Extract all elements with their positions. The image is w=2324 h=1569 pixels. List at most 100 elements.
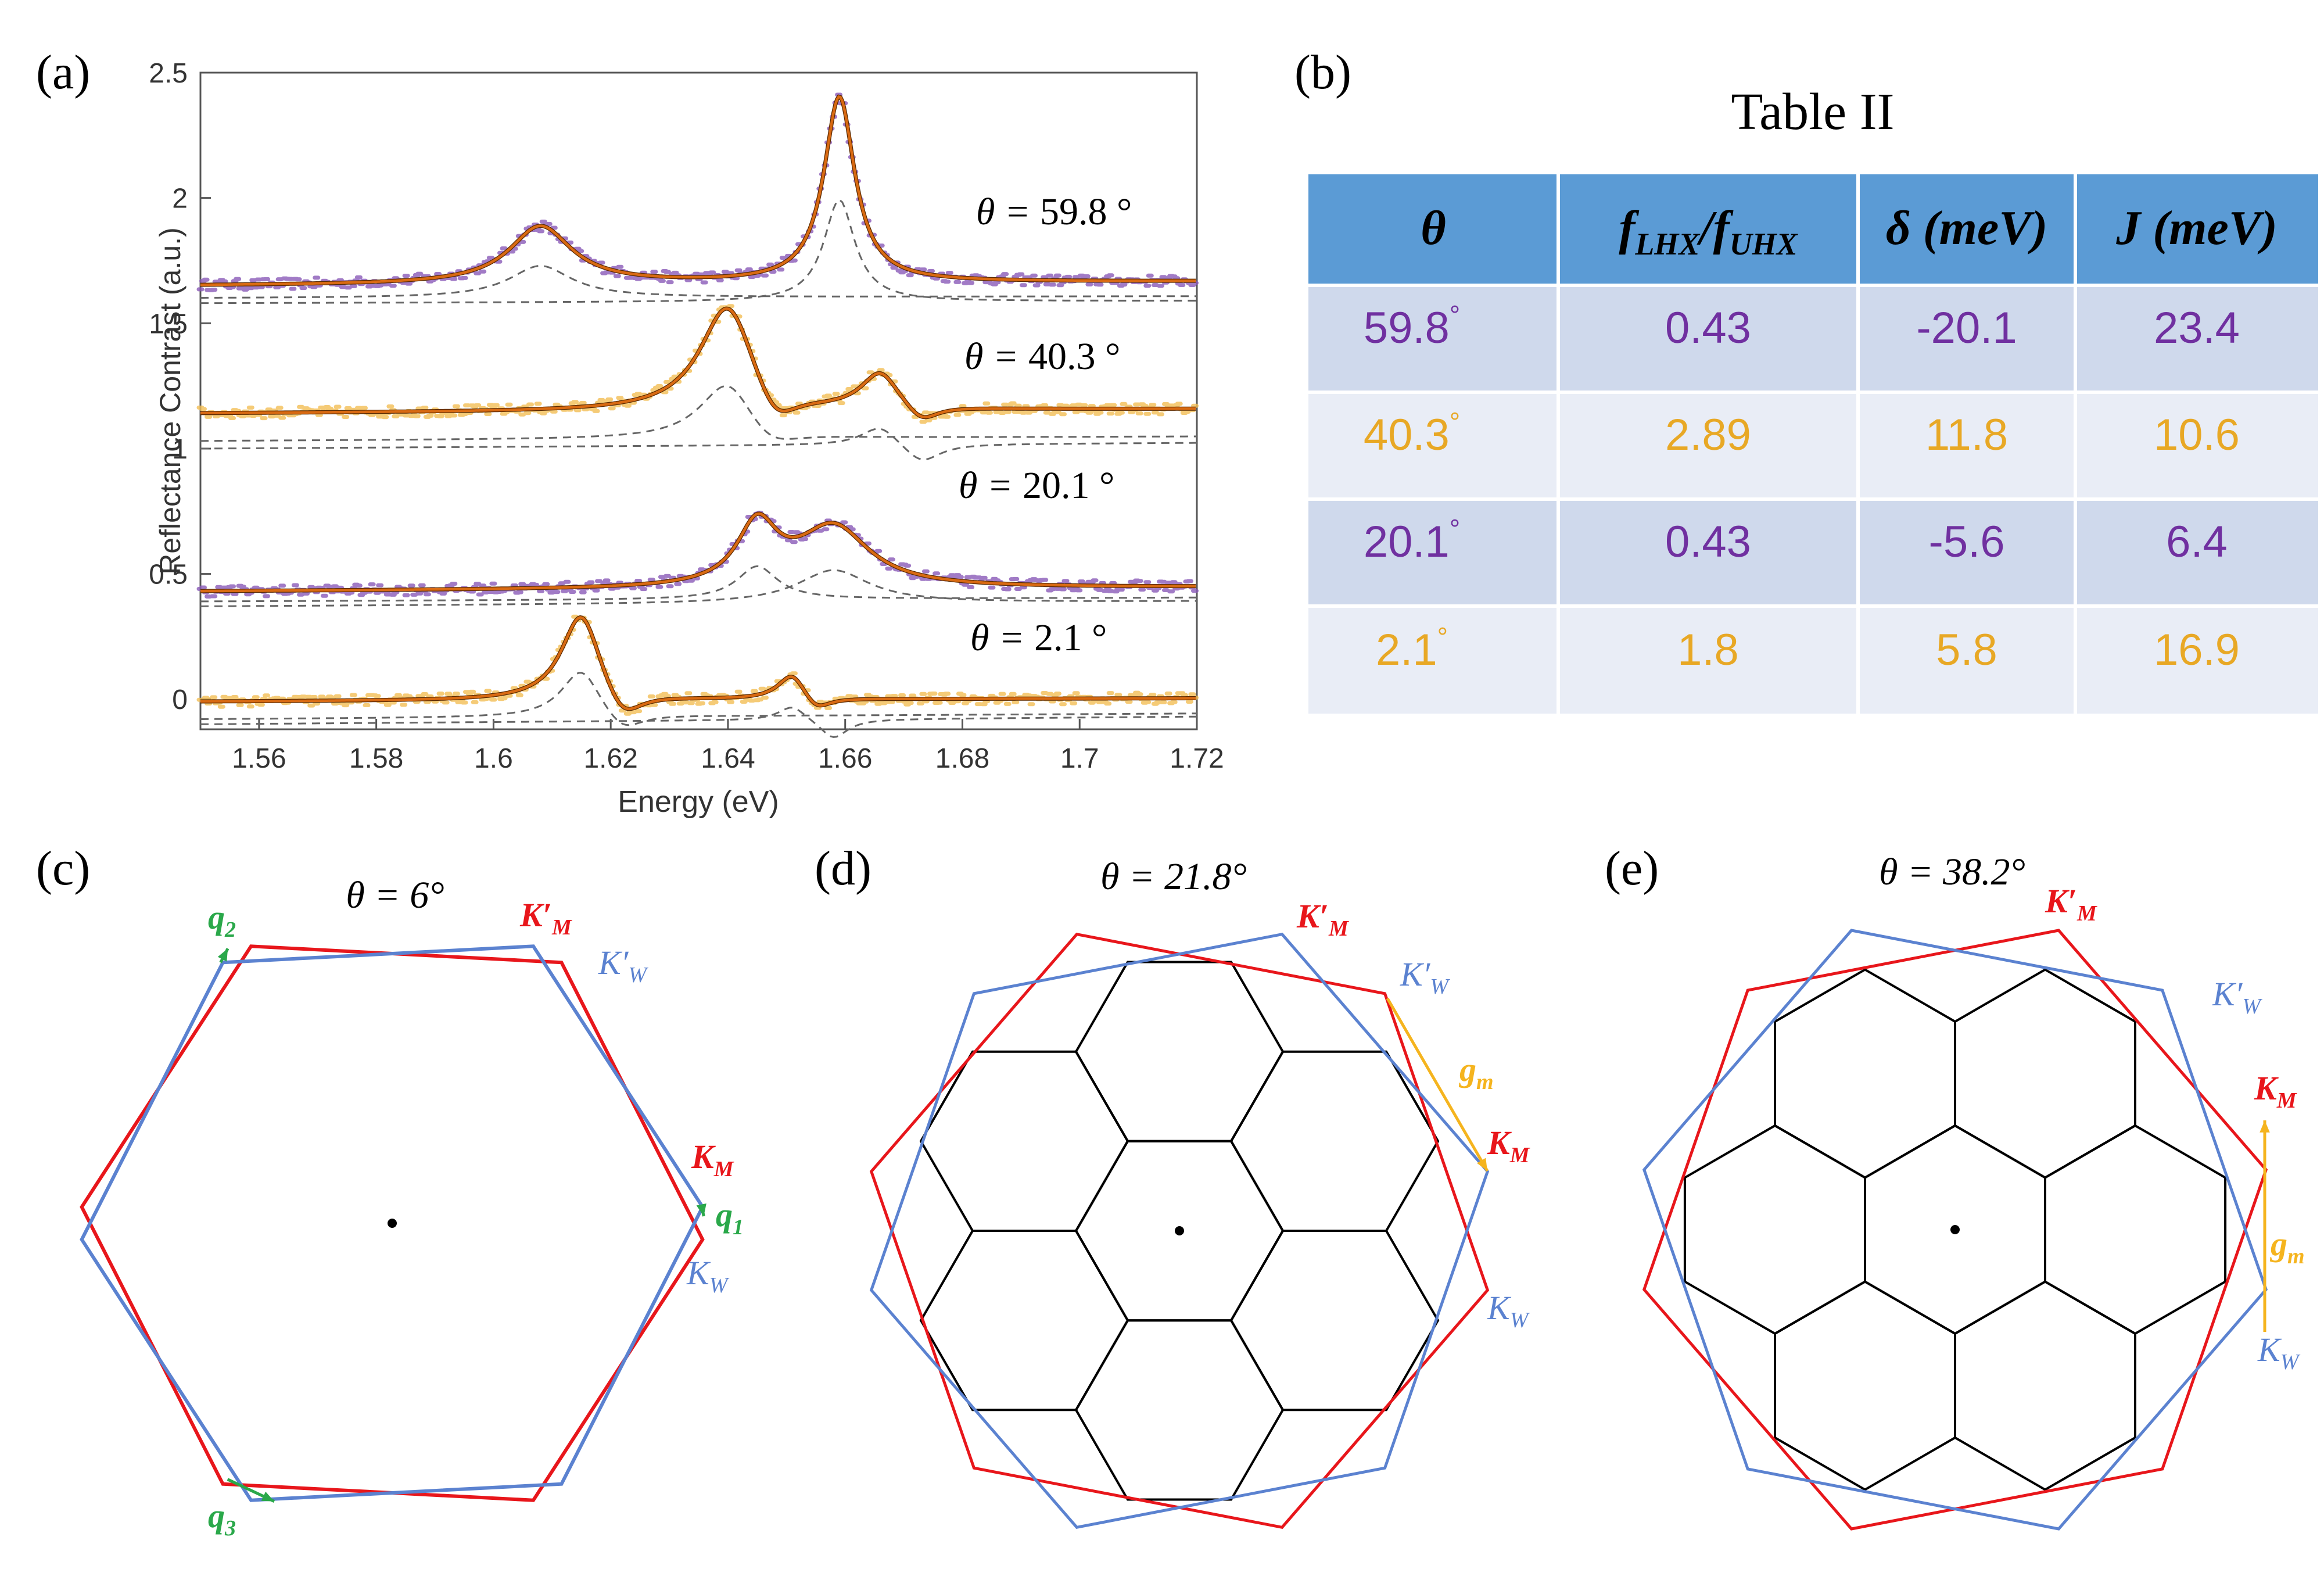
- table-title: Table II: [1731, 83, 1894, 141]
- curve-label-2-1: θ = 2.1 °: [970, 617, 1107, 659]
- label-kmp-e: K′M: [2045, 882, 2097, 926]
- cell-theta: 40.3°: [1364, 407, 1460, 460]
- label-q3: q3: [208, 1497, 236, 1541]
- x-tick-label: 1.6: [474, 743, 513, 774]
- bz-diagram-d: [869, 932, 1490, 1529]
- cell-delta: 5.8: [1936, 625, 1997, 675]
- x-tick-label: 1.58: [349, 743, 403, 774]
- y-tick-label: 2: [172, 184, 188, 214]
- cell-ratio: 2.89: [1665, 410, 1751, 460]
- panel-d-title: θ = 21.8°: [1100, 855, 1247, 898]
- series-3: [196, 510, 1199, 607]
- plot-a-yaxis: 0 0.5 1 1.5 2 2.5: [149, 58, 211, 715]
- series-2: [196, 304, 1199, 461]
- cell-theta: 59.8°: [1364, 300, 1460, 353]
- label-q2: q2: [208, 898, 236, 942]
- x-tick-label: 1.7: [1060, 743, 1099, 774]
- label-q1: q1: [716, 1196, 744, 1240]
- fit-line: [200, 616, 1196, 711]
- q1-arrow: [696, 1203, 706, 1217]
- panel-c-label: (c): [36, 841, 90, 895]
- moire-mini-bz: [1774, 1280, 1956, 1491]
- cell-j: 10.6: [2154, 410, 2240, 460]
- bz-monolayer-m: [869, 932, 1490, 1529]
- cell-theta: 2.1°: [1376, 622, 1448, 675]
- label-kw-e: KW: [2257, 1331, 2301, 1374]
- cell-delta: -5.6: [1929, 517, 2005, 567]
- series-4: [196, 614, 1199, 738]
- series-1: [196, 92, 1199, 305]
- moire-mini-bz: [1954, 1280, 2136, 1491]
- table-row: 59.8° 0.43 -20.1 23.4: [1364, 300, 2240, 353]
- curve-label-20-1: θ = 20.1 °: [959, 464, 1114, 507]
- bz-diagram-c: [80, 944, 706, 1503]
- y-tick-label: 0: [172, 685, 188, 715]
- x-tick-label: 1.64: [701, 743, 755, 774]
- moire-mini-bz: [1074, 961, 1285, 1142]
- label-gm-d: gm: [1458, 1051, 1494, 1094]
- component-guide: [200, 385, 1197, 442]
- cell-delta: -20.1: [1916, 303, 2017, 353]
- table-header: θ fLHX/fUHX δ (meV) J (meV): [1421, 201, 2278, 262]
- component-guide: [200, 428, 1197, 461]
- q2-arrow: [217, 948, 229, 963]
- x-tick-label: 1.62: [583, 743, 637, 774]
- table-row: 40.3° 2.89 11.8 10.6: [1364, 407, 2240, 460]
- label-km-c: KM: [691, 1138, 734, 1181]
- label-kw-c: KW: [686, 1254, 730, 1298]
- cell-delta: 11.8: [1925, 410, 2008, 460]
- table-row-bg-3: [1308, 501, 2318, 604]
- cell-j: 6.4: [2166, 517, 2228, 567]
- y-tick-label: 2.5: [149, 58, 188, 89]
- panel-e-title: θ = 38.2°: [1879, 851, 2025, 893]
- fit-line: [200, 307, 1196, 419]
- table-grid: [1308, 174, 2318, 714]
- component-guide: [200, 707, 1197, 738]
- bz-labels-d: K′M K′W gm KM KW: [1296, 897, 1530, 1332]
- moire-mini-bz: [2044, 1124, 2227, 1335]
- panel-b: (b) Table II θ fLHX/fUHX δ (meV) J (meV): [1294, 45, 2318, 714]
- plot-a-xaxis: 1.56 1.58 1.6 1.62 1.64 1.66 1.68 1.7 1.72: [232, 719, 1224, 774]
- cell-theta: 20.1°: [1364, 514, 1460, 567]
- table-row: 2.1° 1.8 5.8 16.9: [1376, 622, 2240, 675]
- bz-monolayer-w: [869, 932, 1490, 1529]
- label-km-d: KM: [1487, 1124, 1530, 1167]
- bz-monolayer-m: [80, 944, 705, 1502]
- component-guide: [200, 672, 1197, 726]
- panel-e-label: (e): [1605, 841, 1659, 895]
- x-tick-label: 1.56: [232, 743, 286, 774]
- gamma-point: [1950, 1225, 1960, 1234]
- component-guide: [200, 569, 1197, 607]
- table-row-bg-1: [1308, 287, 2318, 391]
- panel-a-label: (a): [36, 45, 90, 99]
- x-tick-label: 1.66: [818, 743, 872, 774]
- x-tick-label: 1.72: [1170, 743, 1224, 774]
- fit-line: [200, 512, 1196, 593]
- header-theta: θ: [1421, 201, 1446, 255]
- component-guide: [200, 264, 1197, 299]
- panel-c: (c) θ = 6° K′M K′W KM KW q1 q2 q3: [36, 841, 744, 1541]
- table-body: 59.8° 0.43 -20.1 23.4 40.3° 2.89 11.8 10…: [1364, 300, 2240, 675]
- label-kwp-c: K′W: [598, 944, 648, 987]
- label-kw-d: KW: [1487, 1289, 1530, 1332]
- plot-a-xlabel: Energy (eV): [618, 785, 779, 819]
- moire-mini-bz: [1074, 1319, 1285, 1501]
- gm-arrow: [2260, 1120, 2270, 1332]
- label-km-e: KM: [2254, 1069, 2297, 1113]
- moire-mini-bz: [1683, 1124, 1866, 1335]
- y-tick-label: 1: [172, 434, 188, 465]
- table-row: 20.1° 0.43 -5.6 6.4: [1364, 514, 2228, 567]
- label-kmp-c: K′M: [519, 896, 572, 940]
- panel-a: (a) 0 0.5 1 1.5 2 2.5 1.56 1.58 1.6 1.62 1.64 1.66…: [36, 45, 1224, 819]
- bz-monolayer-m: [1642, 929, 2268, 1531]
- cell-ratio: 0.43: [1665, 517, 1751, 567]
- y-tick-label: 1.5: [149, 309, 188, 339]
- curve-label-40-3: θ = 40.3 °: [964, 335, 1120, 378]
- curve-label-59-8: θ = 59.8 °: [976, 191, 1132, 233]
- gm-arrow: [1386, 997, 1489, 1172]
- plot-a-ylabel: Reflectance Contrast (a.u.): [154, 227, 187, 575]
- header-j: J (meV): [2115, 201, 2278, 255]
- gamma-point: [388, 1219, 397, 1228]
- cell-j: 23.4: [2154, 303, 2240, 353]
- y-tick-label: 0.5: [149, 560, 188, 590]
